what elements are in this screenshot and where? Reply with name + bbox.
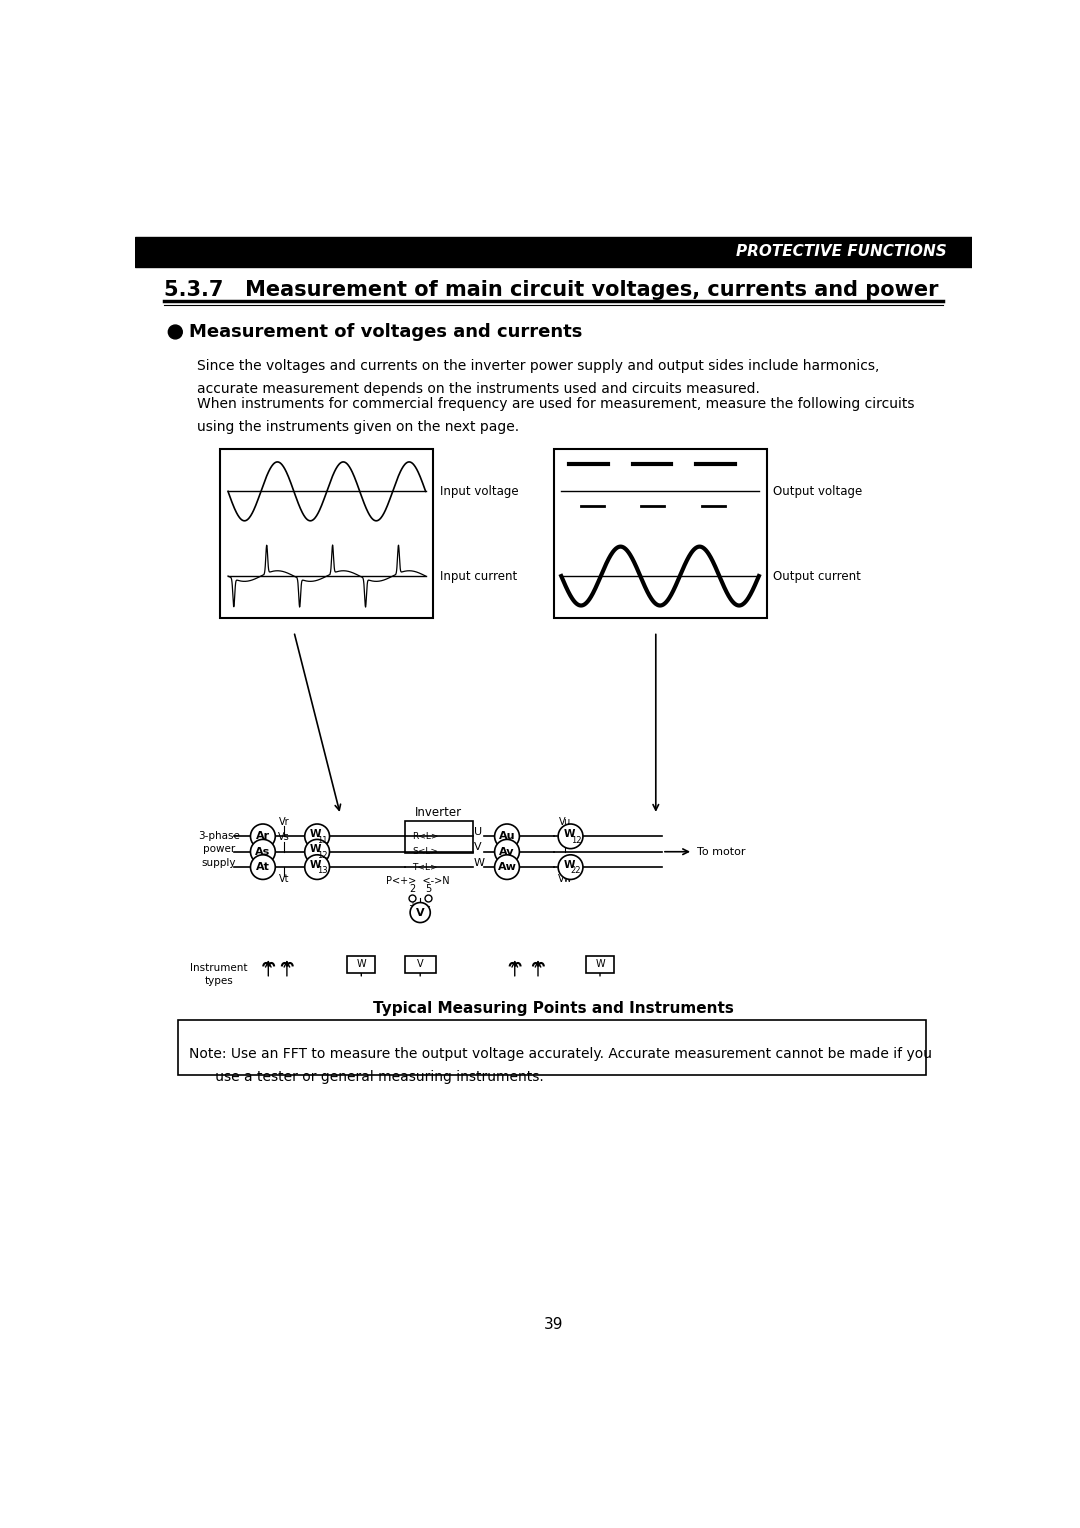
Circle shape [305,839,329,863]
Circle shape [305,824,329,848]
Text: 22: 22 [570,866,581,876]
Text: Vr: Vr [279,816,289,827]
Bar [135,237,972,266]
Text: V: V [474,842,482,853]
Text: At: At [256,862,270,872]
Text: Output current: Output current [773,570,861,582]
Bar [554,449,767,619]
Circle shape [168,325,183,339]
Circle shape [558,824,583,848]
Bar [405,821,473,853]
Text: 13: 13 [318,866,328,876]
Circle shape [558,854,583,880]
Text: Ar: Ar [256,831,270,842]
Text: W: W [564,860,575,869]
Circle shape [410,903,430,923]
Text: Measurement of voltages and currents: Measurement of voltages and currents [189,322,582,341]
Text: 39: 39 [543,1317,564,1332]
Text: R<L>: R<L> [413,831,438,840]
Text: Input current: Input current [440,570,517,582]
Text: 11: 11 [318,836,328,845]
Text: W: W [564,830,575,839]
Text: T<L>: T<L> [413,863,438,871]
Text: To motor: To motor [697,847,745,857]
Circle shape [251,839,275,863]
Text: 12: 12 [318,851,328,860]
Circle shape [495,854,519,880]
Text: 12: 12 [570,836,581,845]
Text: Vt: Vt [279,874,289,883]
Text: W: W [474,857,485,868]
Text: +: + [407,900,416,911]
Circle shape [251,854,275,880]
Circle shape [251,824,275,848]
Text: Typical Measuring Points and Instruments: Typical Measuring Points and Instruments [373,1001,734,1016]
Circle shape [305,854,329,880]
Text: W: W [310,830,322,839]
Text: PROTECTIVE FUNCTIONS: PROTECTIVE FUNCTIONS [737,244,947,260]
Text: V: V [416,908,424,917]
Text: -: - [427,900,431,911]
Text: S<L>: S<L> [413,847,438,856]
Text: Instrument
types: Instrument types [190,963,247,986]
Bar [405,955,435,973]
Text: Vs: Vs [278,833,289,842]
Text: W: W [356,960,366,969]
Circle shape [495,839,519,863]
Text: W: W [310,860,322,869]
Text: W: W [310,845,322,854]
Bar [586,955,613,973]
Text: W: W [595,960,605,969]
Text: 5.3.7   Measurement of main circuit voltages, currents and power: 5.3.7 Measurement of main circuit voltag… [164,280,939,299]
Bar [348,955,375,973]
Text: Au: Au [499,831,515,842]
Bar [177,1019,926,1076]
Text: Inverter: Inverter [415,807,462,819]
Circle shape [495,824,519,848]
Text: Note: Use an FFT to measure the output voltage accurately. Accurate measurement : Note: Use an FFT to measure the output v… [189,1047,932,1083]
Text: Output voltage: Output voltage [773,484,862,498]
Text: V: V [417,960,423,969]
Text: P<+>  <->N: P<+> <->N [386,876,449,886]
Text: When instruments for commercial frequency are used for measurement, measure the : When instruments for commercial frequenc… [197,397,915,434]
Text: U: U [474,827,482,837]
Text: Av: Av [499,847,515,857]
Text: Vu: Vu [559,816,571,827]
Text: As: As [255,847,270,857]
Text: Aw: Aw [498,862,516,872]
Text: 3-phase
power
supply: 3-phase power supply [198,831,240,868]
Text: Input voltage: Input voltage [440,484,518,498]
Text: 5: 5 [424,885,431,894]
Bar [220,449,433,619]
Text: Vw: Vw [557,874,572,883]
Text: 2: 2 [409,885,416,894]
Text: Vv: Vv [559,833,571,842]
Text: Since the voltages and currents on the inverter power supply and output sides in: Since the voltages and currents on the i… [197,359,879,396]
